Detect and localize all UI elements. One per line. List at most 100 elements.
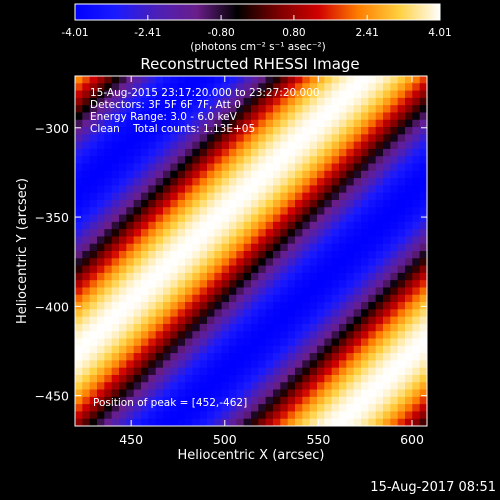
heatmap-cell [104, 178, 113, 186]
heatmap-cell [89, 374, 98, 383]
heatmap-cell [390, 374, 399, 383]
heatmap-cell [287, 287, 296, 296]
heatmap-cell [287, 236, 296, 245]
heatmap-cell [170, 105, 179, 113]
heatmap-cell [111, 258, 120, 266]
heatmap-cell [397, 338, 406, 347]
heatmap-cell [258, 134, 267, 143]
heatmap-cell [419, 163, 428, 172]
heatmap-cell [155, 382, 164, 390]
heatmap-cell [375, 251, 384, 259]
heatmap-cell [97, 76, 105, 84]
heatmap-cell [177, 316, 186, 325]
heatmap-cell [412, 309, 421, 318]
heatmap-cell [383, 338, 391, 347]
heatmap-cell [141, 90, 149, 99]
y-tick-label: −300 [35, 121, 69, 136]
heatmap-cell [280, 404, 289, 412]
heatmap-cell [82, 207, 91, 215]
heatmap-cell [317, 382, 325, 390]
heatmap-cell [207, 331, 215, 339]
heatmap-cell [82, 148, 91, 157]
heatmap-cell [287, 243, 296, 252]
heatmap-cell [207, 119, 215, 128]
heatmap-cell [236, 287, 245, 296]
heatmap-cell [361, 76, 369, 84]
heatmap-cell [214, 411, 223, 420]
heatmap-cell [148, 287, 157, 296]
heatmap-cell [302, 345, 311, 354]
heatmap-cell [199, 338, 208, 347]
heatmap-cell [346, 134, 355, 143]
heatmap-cell [346, 316, 355, 325]
heatmap-cell [221, 367, 230, 376]
heatmap-cell [199, 309, 208, 318]
heatmap-cell [302, 309, 311, 318]
heatmap-cell [368, 418, 377, 427]
heatmap-cell [383, 367, 391, 376]
heatmap-cell [133, 287, 142, 296]
heatmap-cell [324, 192, 333, 201]
heatmap-cell [243, 185, 252, 194]
heatmap-cell [383, 199, 391, 208]
heatmap-cell [148, 309, 157, 318]
heatmap-cell [383, 345, 391, 354]
heatmap-cell [331, 360, 340, 369]
colorbar-ticks: -4.01 -2.41 -0.80 0.80 2.41 4.01 [61, 15, 452, 39]
heatmap-cell [251, 265, 259, 274]
heatmap-cell [346, 105, 355, 113]
heatmap-cell [339, 236, 347, 245]
heatmap-cell [412, 331, 421, 339]
heatmap-cell [251, 185, 259, 194]
heatmap-cell [148, 294, 157, 303]
heatmap-cell [185, 207, 193, 215]
heatmap-cell [104, 382, 113, 390]
heatmap-cell [361, 323, 369, 332]
heatmap-cell [309, 90, 318, 99]
heatmap-cell [280, 287, 289, 296]
heatmap-cell [405, 207, 413, 215]
heatmap-cell [185, 258, 193, 266]
heatmap-cell [331, 76, 340, 84]
heatmap-cell [207, 127, 215, 135]
heatmap-cell [383, 280, 391, 288]
heatmap-cell [119, 243, 127, 252]
heatmap-cell [361, 148, 369, 157]
heatmap-cell [199, 105, 208, 113]
heatmap-cell [243, 199, 252, 208]
heatmap-cell [295, 90, 303, 99]
annotation-time-range: 15-Aug-2015 23:17:20.000 to 23:27:20.000 [90, 87, 320, 99]
heatmap-cell [302, 170, 311, 179]
heatmap-cell [163, 229, 171, 237]
heatmap-cell [207, 338, 215, 347]
heatmap-cell [375, 382, 384, 390]
heatmap-cell [192, 127, 201, 135]
heatmap-cell [390, 287, 399, 296]
heatmap-cell [214, 199, 223, 208]
heatmap-cell [214, 367, 223, 376]
heatmap-cell [126, 367, 135, 376]
heatmap-cell [170, 418, 179, 427]
heatmap-cell [361, 97, 369, 106]
heatmap-cell [353, 156, 362, 164]
heatmap-cell [309, 287, 318, 296]
heatmap-cell [302, 323, 311, 332]
heatmap-cell [331, 156, 340, 164]
heatmap-cell [397, 105, 406, 113]
heatmap-cell [236, 221, 245, 230]
heatmap-cell [141, 404, 149, 412]
heatmap-cell [148, 76, 157, 84]
heatmap-cell [383, 170, 391, 179]
heatmap-cell [251, 360, 259, 369]
heatmap-cell [89, 258, 98, 266]
heatmap-cell [383, 418, 391, 427]
heatmap-cell [185, 185, 193, 194]
heatmap-cell [353, 199, 362, 208]
heatmap-cell [82, 258, 91, 266]
heatmap-cell [405, 309, 413, 318]
heatmap-cell [243, 338, 252, 347]
heatmap-cell [163, 170, 171, 179]
heatmap-cell [375, 374, 384, 383]
heatmap-cell [331, 331, 340, 339]
heatmap-cell [368, 309, 377, 318]
